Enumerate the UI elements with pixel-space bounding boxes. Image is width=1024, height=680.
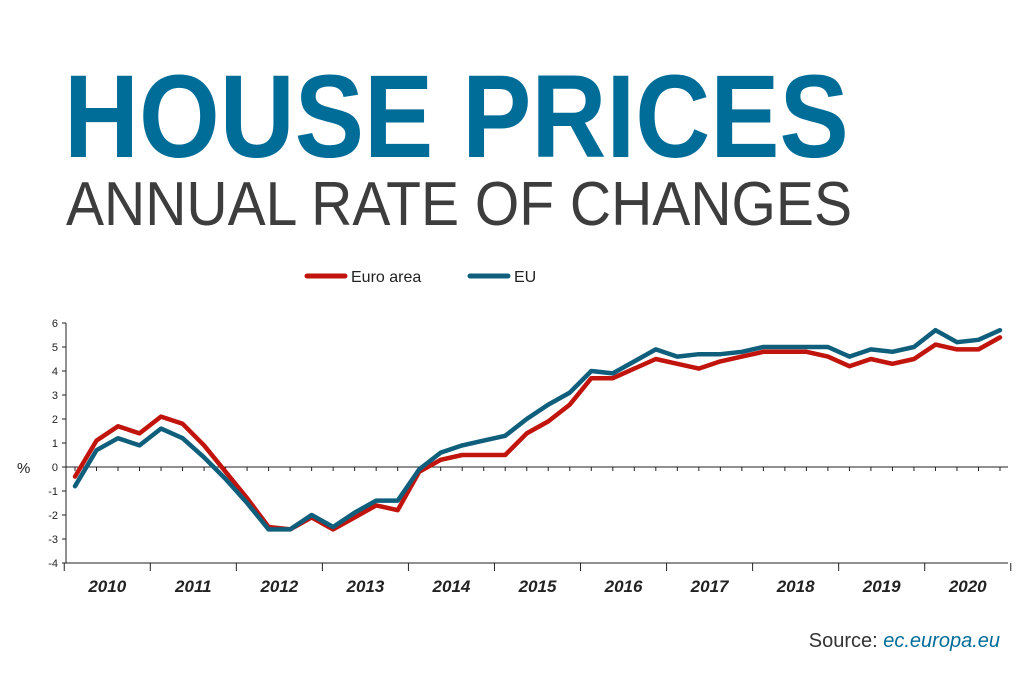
- y-tick-label-10: 6: [52, 318, 58, 330]
- y-tick-label-9: 5: [52, 342, 58, 354]
- legend: Euro area EU: [304, 269, 536, 286]
- x-tick-label-1: 2011: [174, 577, 212, 596]
- y-axis-label: %: [17, 460, 30, 477]
- legend-label-1: EU: [514, 269, 536, 286]
- x-tick-label-4: 2014: [432, 577, 471, 596]
- series-line-euro-area: [72, 335, 1003, 532]
- y-tick-label-7: 3: [52, 390, 58, 402]
- legend-label-0: Euro area: [351, 269, 421, 286]
- x-tick-label-2: 2012: [259, 577, 298, 596]
- x-tick-label-7: 2017: [690, 577, 730, 596]
- x-tick-label-5: 2015: [518, 577, 557, 596]
- x-axis-labels: 2010 2011 2012 2013 2014 2015 2016 2017 2018 2019…: [87, 577, 987, 596]
- y-tick-label-3: -1: [48, 486, 58, 498]
- y-tick-label-5: 1: [52, 438, 58, 450]
- y-tick-label-1: -3: [48, 534, 58, 546]
- chart-axes: -4 -3 -2 -1 0 1 2 3 4 5 6%: [17, 318, 1012, 571]
- x-tick-label-6: 2016: [604, 577, 643, 596]
- y-tick-label-6: 2: [52, 414, 58, 426]
- x-tick-label-3: 2013: [345, 577, 384, 596]
- x-tick-label-0: 2010: [87, 577, 126, 596]
- y-tick-label-4: 0: [52, 462, 58, 474]
- y-tick-label-8: 4: [52, 366, 58, 378]
- y-tick-label-0: -4: [48, 558, 58, 570]
- chart-subtitle: ANNUAL RATE OF CHANGES: [66, 170, 853, 239]
- x-tick-label-9: 2019: [862, 577, 901, 596]
- chart-title: HOUSE PRICES: [64, 51, 849, 183]
- x-tick-label-10: 2020: [948, 577, 987, 596]
- series-line-eu: [72, 327, 1003, 532]
- source-link[interactable]: ec.europa.eu: [883, 630, 1000, 652]
- source-label: Source:: [808, 630, 878, 652]
- source-note: Source: ec.europa.eu: [809, 630, 1000, 653]
- x-tick-label-8: 2018: [776, 577, 815, 596]
- y-tick-label-2: -2: [48, 510, 58, 522]
- chart-lines: [72, 327, 1003, 532]
